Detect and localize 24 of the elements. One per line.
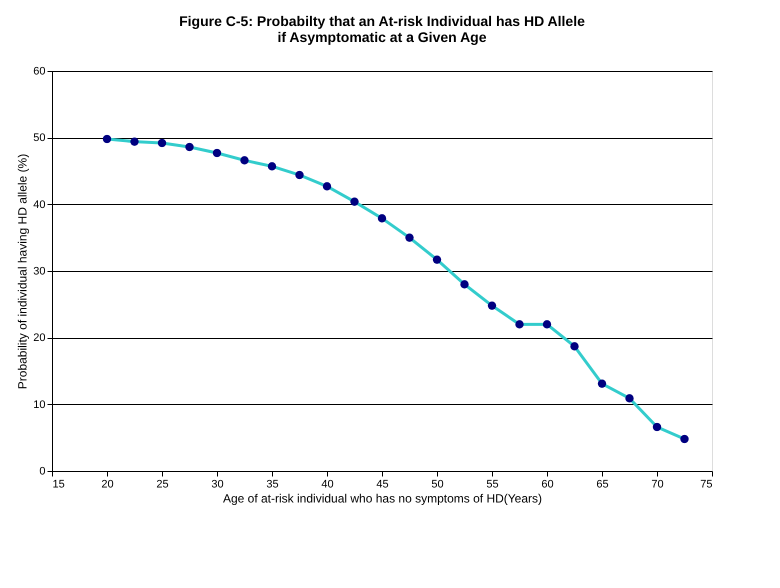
- y-tick-label: 10: [33, 398, 46, 411]
- x-tick-label: 55: [486, 478, 499, 490]
- x-tick-label: 30: [211, 478, 224, 490]
- y-tick-label: 0: [39, 466, 46, 478]
- x-tick-label: 50: [431, 478, 444, 490]
- x-tick-label: 60: [541, 478, 554, 490]
- x-tick-label: 45: [376, 478, 389, 490]
- text: if Asymptomatic at a Given Age: [277, 29, 487, 45]
- x-tick-label: 35: [266, 478, 279, 490]
- y-tick-label: 60: [33, 66, 46, 78]
- x-tick-label: 65: [596, 478, 609, 490]
- y-tick-label: 50: [33, 132, 46, 144]
- text: Figure C-5: Probabilty that an At-risk Individual has HD Allele: [179, 13, 585, 29]
- y-tick-label: 30: [33, 266, 46, 278]
- x-tick-label: 70: [651, 478, 664, 490]
- y-axis-title: Probability of individual having HD allele (%): [15, 154, 30, 390]
- x-tick-label: 25: [156, 478, 169, 490]
- x-tick-label: 15: [52, 478, 65, 490]
- x-tick-label: 40: [321, 478, 334, 490]
- y-tick-label: 40: [33, 198, 46, 211]
- x-tick-label: 20: [101, 478, 114, 490]
- y-tick-label: 20: [33, 332, 46, 344]
- x-axis-title: Age of at-risk individual who has no symptoms of HD(Years): [222, 492, 542, 506]
- x-tick-label: 75: [700, 478, 712, 490]
